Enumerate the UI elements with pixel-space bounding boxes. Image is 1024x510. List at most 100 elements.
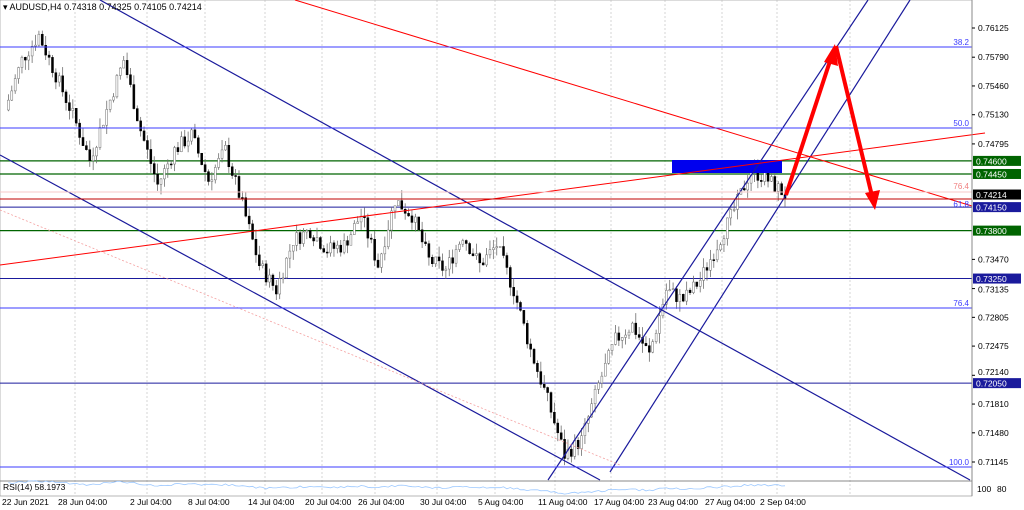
candle-bear [536,363,539,372]
rsi-level: 100 [977,484,991,494]
uptrend-channel-lower[interactable] [609,0,911,473]
candle-bear [675,288,678,302]
time-axis[interactable]: 22 Jun 2021 28 Jun 04:00 2 Jul 04:00 8 Jul … [2,497,806,507]
candle-bull [573,440,576,457]
y-tick-label: 0.72140 [978,367,1009,377]
candle-bull [102,124,105,128]
y-tick-label: 0.72475 [978,341,1009,351]
rsi-label: RSI(14) 58.1973 [3,482,66,492]
candle-bull [315,237,319,242]
candle-bull [186,140,190,147]
candle-bear [146,140,149,150]
candle-bull [719,244,722,251]
candle-bear [529,343,532,350]
y-tick-label: 0.73135 [978,285,1009,295]
candle-bear [695,281,699,287]
price-tag-label: 0.73250 [976,274,1007,284]
candle-bull [210,179,214,182]
candle-bull [763,171,766,182]
candle-bear [254,238,258,256]
candle-bull [13,78,17,92]
rsi-line [8,480,786,495]
candle-bear [61,75,64,93]
candle-bull [454,249,458,264]
candle-bull [91,155,95,161]
candle-bull [444,268,448,271]
symbol-timeframe: AUDUSD,H4 [9,2,62,12]
candle-bull [10,90,14,101]
candle-bull [654,333,658,342]
candle-bull [98,127,102,148]
candle-bull [488,249,492,256]
chart-header: ▾ AUDUSD,H4 0.74318 0.74325 0.74105 0.74… [3,2,202,13]
candle-bull [349,234,353,246]
candle-bear [743,188,746,191]
candle-bear [319,237,322,249]
candle-bear [203,164,207,172]
candle-bull [729,209,732,219]
candle-bear [244,197,248,217]
candle-bull [604,363,607,377]
candle-bull [736,194,739,210]
candle-bear [207,171,210,182]
candle-bull [105,109,108,126]
candle-bear [760,180,763,182]
candle-bear [370,237,373,240]
candle-bear [637,334,641,338]
forecast-arrow-up[interactable] [784,44,838,196]
candle-bull [414,216,417,223]
candle-bear [644,343,648,346]
candle-bull [580,435,583,449]
candle-bear [431,257,434,265]
candle-bear [420,229,424,243]
candle-bull [770,176,773,182]
triangle-down-icon[interactable]: ▾ [3,2,8,12]
candle-bull [624,334,627,338]
candle-bear [570,448,573,457]
candle-bull [600,375,604,384]
price-tag [973,202,1021,213]
forecast-arrow-down[interactable] [834,45,880,210]
candle-bull [593,389,597,405]
uptrend-channel-upper[interactable] [547,0,869,481]
y-tick-label: 0.76125 [978,23,1009,33]
candle-bull [614,332,617,345]
candle-bear [81,137,85,146]
candle-bull [261,263,264,266]
price-axis[interactable]: 0.76125 0.75790 0.75460 0.75130 0.74795 0.734… [972,23,1009,467]
candle-bear [648,345,651,353]
price-tag-label: 0.72050 [976,379,1007,389]
candle-bear [526,323,529,345]
candle-bull [386,229,390,248]
candle-bull [95,147,98,157]
candle-bear [322,248,326,253]
price-tag-label: 0.73800 [976,226,1007,236]
x-tick-label: 8 Jul 04:00 [188,497,230,507]
candle-bull [173,147,176,165]
current-price-label: 0.74214 [976,190,1007,200]
price-tag [973,168,1021,179]
candle-bull [163,168,166,180]
price-tag [973,273,1021,284]
candle-bear [576,440,580,449]
downtrend-channel-upper[interactable] [99,0,971,481]
candle-bear [539,371,543,385]
candle-bear [519,302,522,311]
candle-bear [559,432,563,440]
y-tick-label: 0.71480 [978,428,1009,438]
candle-bear [74,108,78,124]
candle-bear [563,439,566,459]
x-tick-label: 23 Aug 04:00 [648,497,698,507]
x-tick-label: 26 Jul 04:00 [358,497,405,507]
candle-bull [434,256,437,265]
candle-bear [264,263,268,283]
red-trendline-down[interactable] [294,0,973,207]
candle-bull [776,183,780,192]
candle-bull [668,289,671,291]
price-tag-label: 0.74150 [976,203,1007,213]
y-tick-label: 0.75130 [978,110,1009,120]
candle-bull [58,75,61,83]
candle-bull [217,158,220,168]
downtrend-channel-lower[interactable] [0,154,601,481]
